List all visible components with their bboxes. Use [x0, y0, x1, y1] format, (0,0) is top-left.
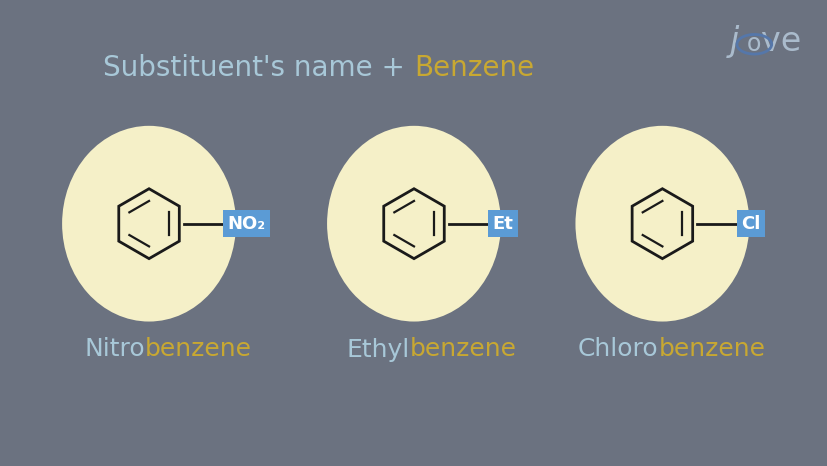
Text: Benzene: Benzene — [414, 54, 533, 82]
Ellipse shape — [62, 126, 236, 322]
Text: Cl: Cl — [740, 215, 759, 233]
Text: j: j — [729, 26, 739, 58]
Text: NO₂: NO₂ — [227, 215, 265, 233]
Text: o: o — [746, 32, 761, 56]
Text: Substituent's name +: Substituent's name + — [103, 54, 414, 82]
Text: benzene: benzene — [657, 337, 764, 362]
Text: Ethyl: Ethyl — [347, 337, 409, 362]
Text: benzene: benzene — [409, 337, 516, 362]
Text: Et: Et — [492, 215, 513, 233]
Text: ve: ve — [760, 26, 800, 58]
Text: benzene: benzene — [145, 337, 251, 362]
Ellipse shape — [575, 126, 748, 322]
Text: Chloro: Chloro — [577, 337, 657, 362]
Ellipse shape — [327, 126, 500, 322]
Text: Nitro: Nitro — [84, 337, 145, 362]
